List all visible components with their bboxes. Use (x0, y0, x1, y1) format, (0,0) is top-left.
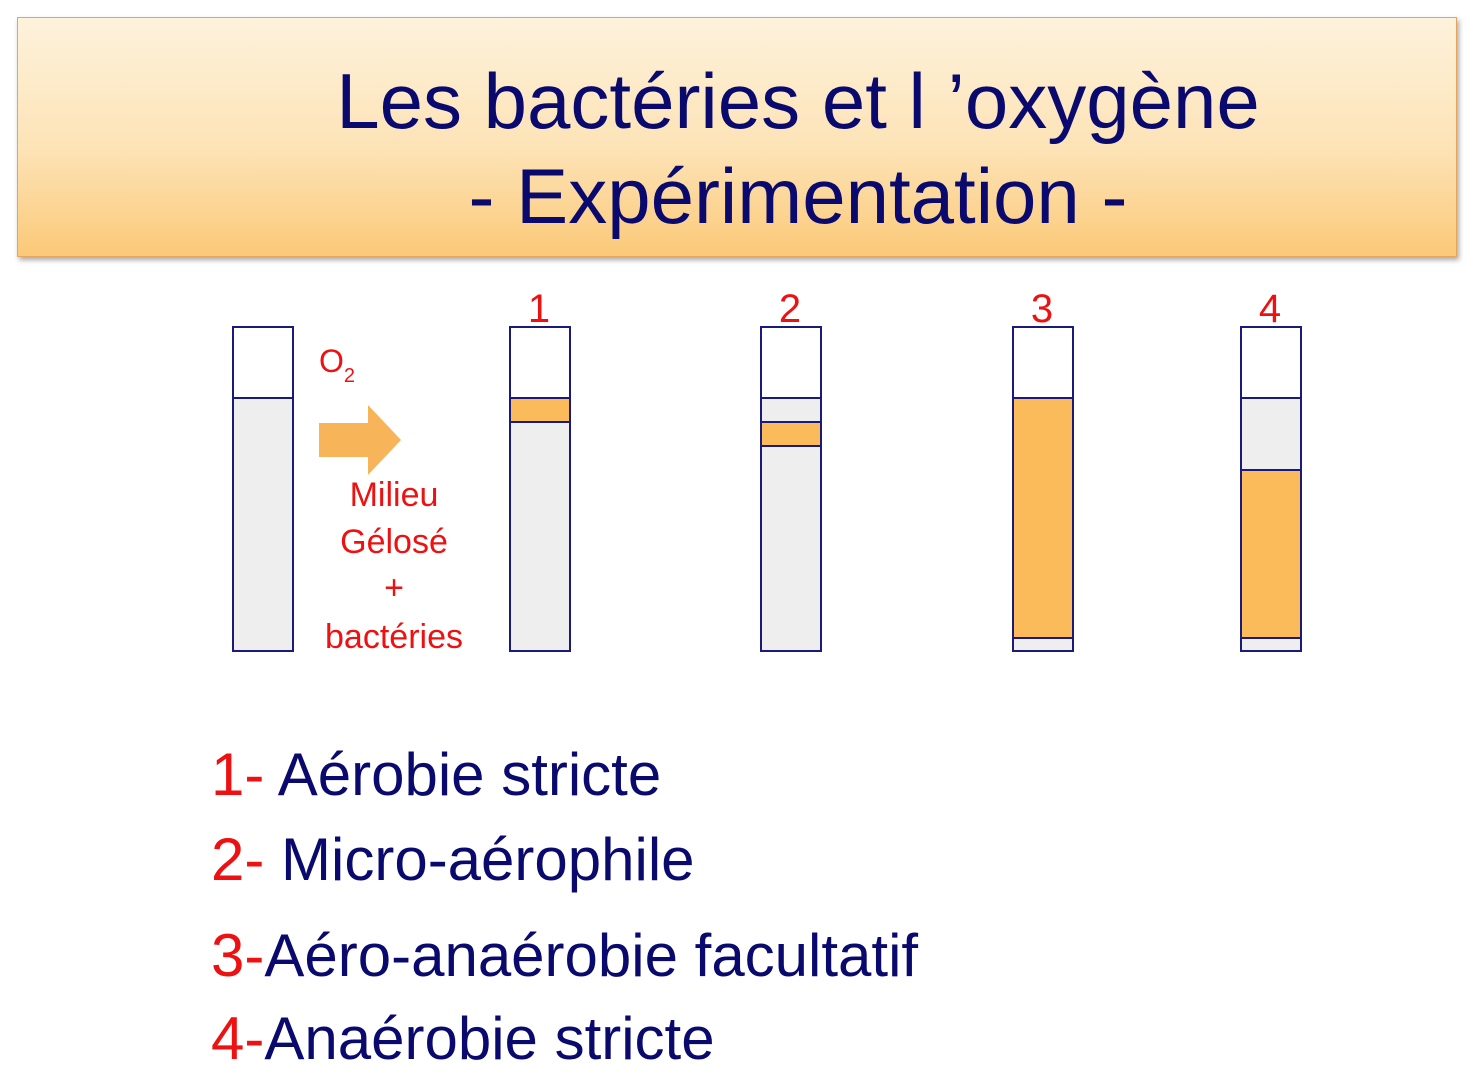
bacteria-growth-band (509, 397, 571, 423)
legend-number: 1- (211, 741, 265, 808)
legend-text: Aérobie stricte (264, 741, 662, 808)
bacteria-growth-band (1012, 397, 1074, 639)
tube-3: 3 (1012, 287, 1074, 652)
agar-medium (509, 397, 571, 652)
legend-text: Micro-aérophile (264, 826, 695, 893)
tube-4: 4 (1240, 287, 1302, 652)
legend-text: Aéro-anaérobie facultatif (264, 922, 919, 989)
tube-number-2: 2 (779, 287, 801, 331)
right-arrow-icon (319, 405, 401, 475)
legend-text: Anaérobie stricte (264, 1005, 715, 1072)
title-line-1: Les bactéries et l ’oxygène (336, 57, 1260, 145)
medium-label-line-4: bactéries (325, 618, 463, 656)
bacteria-growth-band (1240, 469, 1302, 639)
tube-number-3: 3 (1031, 287, 1053, 331)
bacteria-growth-band (760, 421, 822, 447)
tube-2: 2 (760, 287, 822, 652)
legend-number: 2- (211, 826, 265, 893)
reference-tube (232, 326, 294, 652)
oxygen-label: O2 (319, 343, 355, 387)
tube-number-4: 4 (1259, 287, 1281, 331)
agar-medium (232, 397, 294, 652)
title-line-2: - Expérimentation - (468, 152, 1128, 240)
legend-number: 3- (211, 922, 265, 989)
legend-item-1: 1- Aérobie stricte (211, 740, 661, 810)
legend-number: 4- (211, 1005, 265, 1072)
medium-label-line-3: + (384, 569, 404, 607)
tube-number-1: 1 (528, 287, 550, 331)
legend-item-3: 3-Aéro-anaérobie facultatif (211, 921, 918, 991)
medium-label-line-1: Milieu (350, 476, 439, 514)
medium-label-line-2: Gélosé (340, 523, 448, 561)
legend-item-2: 2- Micro-aérophile (211, 825, 695, 895)
medium-label: Milieu Gélosé + bactéries (325, 476, 463, 656)
title-banner: Les bactéries et l ’oxygène - Expériment… (17, 17, 1457, 257)
legend-item-4: 4-Anaérobie stricte (211, 1004, 715, 1074)
tube-1: 1 (509, 287, 571, 652)
